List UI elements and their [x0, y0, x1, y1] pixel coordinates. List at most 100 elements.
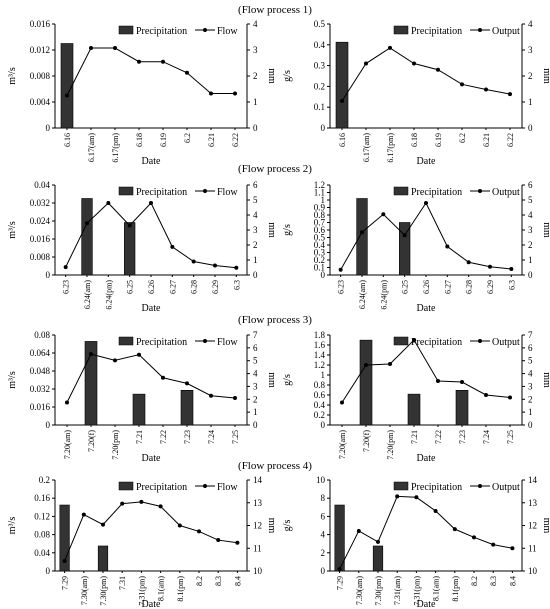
series-point: [364, 363, 368, 367]
series-point: [452, 527, 457, 532]
series-point: [120, 501, 125, 506]
series-point: [62, 558, 67, 563]
x-tick-label: 7.30(am): [355, 576, 364, 605]
y2-tick-label: 14: [528, 475, 538, 485]
y2-tick-label: 3: [253, 225, 258, 235]
y-axis-label: m³/s: [7, 517, 18, 535]
y-tick-label: 0.3: [314, 61, 326, 71]
series-line: [66, 47, 235, 96]
x-tick-label: 6.17(am): [87, 133, 96, 162]
y-tick-label: 0.024: [30, 216, 51, 226]
x-tick-label: 7.30(pm): [99, 576, 108, 606]
series-point: [209, 393, 213, 398]
series-point: [177, 523, 182, 528]
y-tick-label: 0.6: [314, 225, 326, 235]
series-line: [339, 495, 513, 570]
y2-axis-label: mm: [541, 222, 550, 238]
series-point: [510, 546, 515, 551]
legend-precipitation-label: Precipitation: [136, 482, 187, 493]
x-tick-label: 6.24(am): [358, 280, 367, 309]
y2-tick-label: 3: [528, 381, 533, 391]
series-line: [341, 339, 511, 403]
x-tick-label: 8.1(am): [157, 576, 166, 601]
y2-tick-label: 4: [528, 210, 533, 220]
y2-tick-label: 5: [528, 356, 533, 366]
y-tick-label: 0.7: [314, 218, 326, 228]
x-axis-label: Date: [142, 599, 161, 609]
y2-tick-label: 0: [528, 123, 533, 133]
precipitation-bar: [399, 222, 411, 276]
series-point: [460, 380, 464, 384]
x-tick-label: 7.29: [336, 576, 345, 590]
series-point: [161, 375, 165, 380]
legend-precipitation-swatch: [118, 186, 134, 196]
series-point: [85, 221, 89, 226]
y2-axis-label: mm: [541, 68, 550, 84]
y2-tick-label: 0: [253, 270, 258, 280]
series-point: [106, 201, 111, 205]
y-axis-label: g/s: [282, 70, 293, 82]
precipitation-bar: [335, 41, 349, 129]
y2-tick-label: 10: [528, 566, 538, 576]
y2-tick-label: 2: [528, 240, 533, 250]
x-tick-label: 7.20(f): [362, 430, 371, 452]
x-tick-label: 6.3: [507, 280, 516, 290]
x-tick-label: 6.29: [211, 280, 220, 294]
series-line: [341, 47, 511, 102]
y-tick-label: 0: [46, 566, 51, 576]
y2-tick-label: 1: [253, 407, 258, 417]
y-tick-label: 1.4: [314, 350, 326, 360]
series-point: [137, 352, 141, 357]
y-tick-label: 6: [321, 511, 326, 521]
y2-axis-label: mm: [266, 222, 277, 238]
x-tick-label: 8.1(am): [432, 576, 441, 601]
series-line: [66, 353, 236, 403]
series-point: [412, 338, 416, 342]
series-point: [235, 540, 240, 545]
y2-tick-label: 3: [253, 381, 258, 391]
legend-line-label: Output: [492, 337, 520, 348]
y-tick-label: 2: [321, 548, 326, 558]
x-tick-label: 7.30(pm): [374, 576, 383, 606]
y2-tick-label: 4: [528, 19, 533, 29]
y-tick-label: 0: [46, 420, 51, 430]
series-point: [424, 201, 428, 205]
series-point: [233, 91, 237, 96]
x-tick-label: 8.4: [233, 576, 242, 586]
x-tick-label: 7.22: [159, 430, 168, 444]
y-tick-label: 0: [321, 420, 326, 430]
legend-precipitation-swatch: [118, 25, 134, 35]
series-point: [381, 212, 386, 217]
legend-line-label: Flow: [217, 337, 238, 348]
legend-precipitation-swatch: [393, 186, 409, 196]
y2-tick-label: 11: [253, 543, 262, 553]
series-point: [113, 358, 117, 363]
legend-precipitation-swatch: [393, 481, 409, 491]
legend-line-label: Output: [492, 26, 520, 37]
x-tick-label: 6.25: [126, 280, 135, 294]
x-tick-label: 6.2: [183, 133, 192, 143]
y2-tick-label: 5: [253, 195, 258, 205]
y-tick-label: 0: [321, 123, 326, 133]
x-tick-label: 7.24: [207, 430, 216, 444]
x-tick-label: 6.29: [486, 280, 495, 294]
series-point: [233, 396, 237, 400]
y-tick-label: 1: [321, 195, 326, 205]
precipitation-bar: [455, 389, 469, 426]
legend-line-marker: [203, 484, 207, 488]
x-tick-label: 6.24(am): [83, 280, 92, 309]
y2-axis-label: mm: [266, 372, 277, 388]
x-tick-label: 7.20(pm): [386, 430, 395, 460]
x-tick-label: 8.2: [470, 576, 479, 586]
y-tick-label: 0.016: [30, 402, 51, 412]
y-tick-label: 0.2: [314, 255, 325, 265]
y-tick-label: 0: [46, 270, 51, 280]
y2-tick-label: 2: [253, 394, 258, 404]
series-point: [436, 379, 440, 383]
y2-tick-label: 6: [528, 180, 533, 190]
y2-tick-label: 6: [528, 343, 533, 353]
legend-precipitation-label: Precipitation: [411, 26, 462, 37]
y-tick-label: 0.08: [34, 330, 50, 340]
